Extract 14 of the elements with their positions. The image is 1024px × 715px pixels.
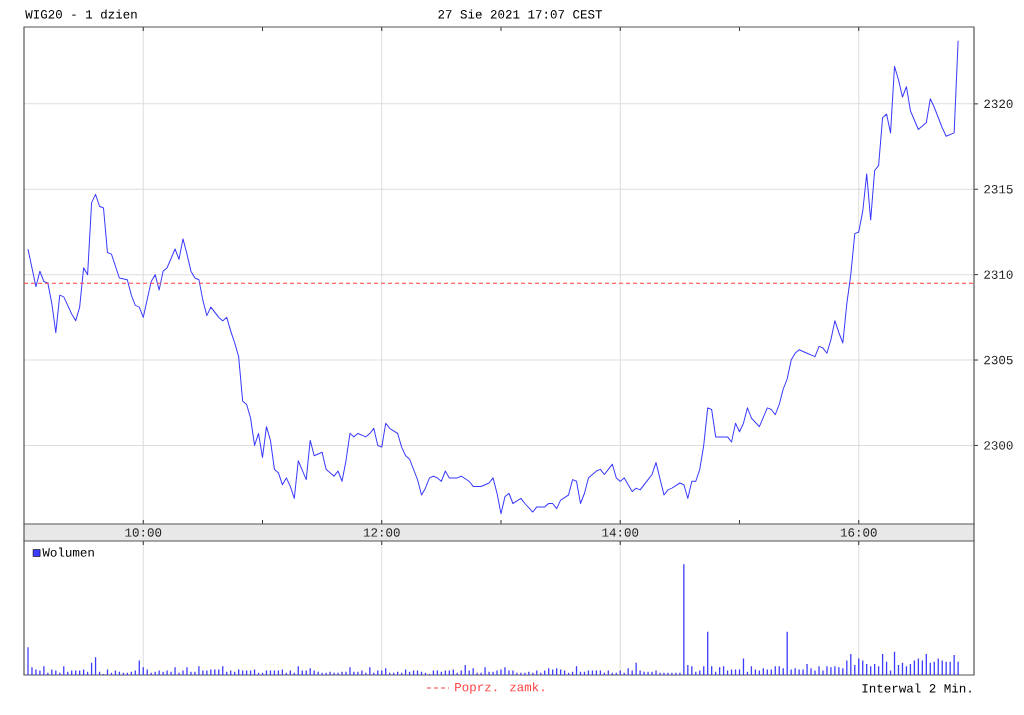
x-tick-label: 10:00 [125, 528, 162, 537]
x-tick-label: 12:00 [363, 528, 400, 537]
y-tick-label: 2310 [984, 270, 1013, 279]
legend-label: Poprz. zamk. [455, 682, 544, 694]
chart-subtitle: 27 Sie 2021 17:07 CEST [438, 9, 603, 19]
y-tick-label: 2320 [984, 99, 1013, 109]
legend-label: Wolumen [42, 547, 94, 557]
y-tick-label: 2315 [984, 185, 1013, 194]
y-tick-label: 2300 [984, 441, 1013, 450]
x-tick-label: 14:00 [602, 528, 639, 537]
text: Interwal 2 Min. [862, 683, 971, 693]
chart-title: WIG20 - 1 dzien [25, 9, 137, 19]
y-tick-label: 2305 [984, 355, 1013, 365]
x-tick-label: 16:00 [840, 528, 877, 537]
